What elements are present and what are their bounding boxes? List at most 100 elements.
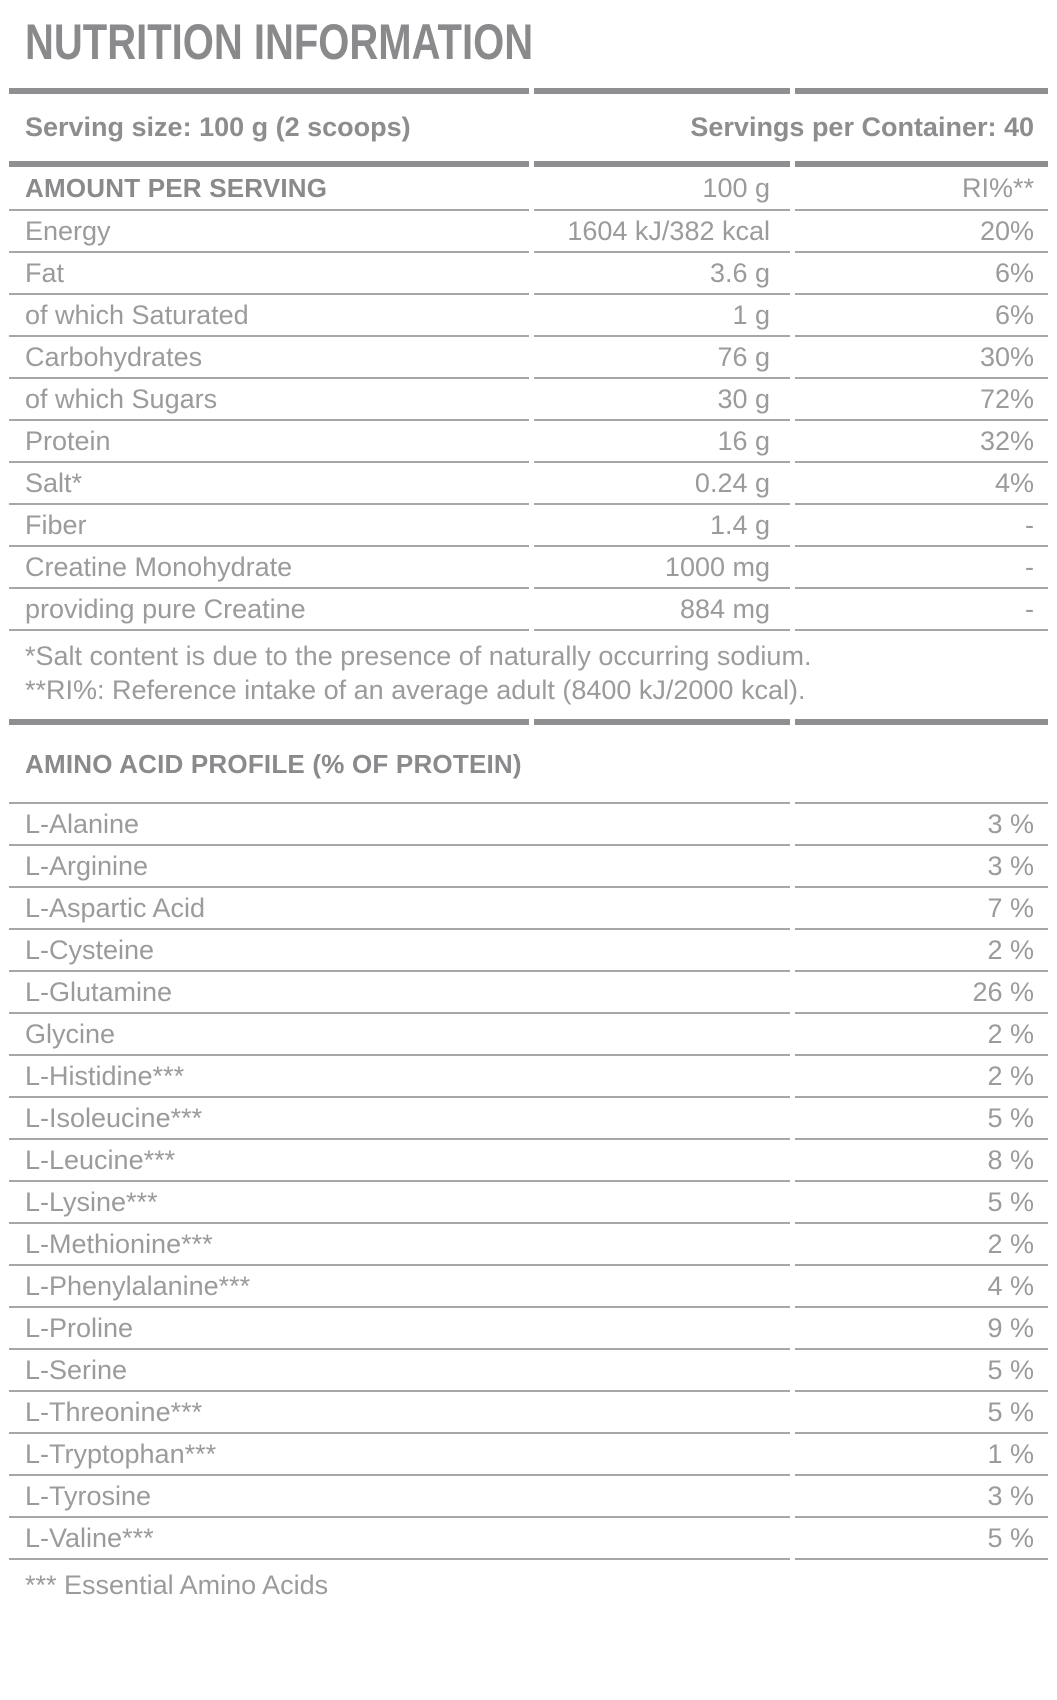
amino-acid-name: L-Histidine***	[9, 1056, 790, 1098]
amino-acid-row: L-Cysteine 2 %	[9, 930, 1048, 972]
ri-footnote: **RI%: Reference intake of an average ad…	[25, 675, 806, 705]
nutrient-ri: 6%	[795, 295, 1048, 337]
amino-acid-name: L-Alanine	[9, 804, 790, 846]
divider-thick-serving	[9, 161, 1048, 167]
amino-acid-row: L-Aspartic Acid 7 %	[9, 888, 1048, 930]
amino-acid-value: 5 %	[795, 1182, 1048, 1224]
nutrient-row: Fiber 1.4 g -	[9, 505, 1048, 547]
amino-acid-name: L-Leucine***	[9, 1140, 790, 1182]
nutrient-row: of which Sugars 30 g 72%	[9, 379, 1048, 421]
amino-acid-value: 3 %	[795, 846, 1048, 888]
amino-acid-value: 2 %	[795, 1056, 1048, 1098]
amino-acid-row: L-Proline 9 %	[9, 1308, 1048, 1350]
nutrient-name: of which Saturated	[9, 295, 529, 337]
amino-acid-value: 5 %	[795, 1350, 1048, 1392]
serving-size-text: Serving size: 100 g (2 scoops)	[25, 112, 411, 142]
amount-table-header-name: AMOUNT PER SERVING	[9, 167, 529, 211]
nutrient-ri: -	[795, 589, 1048, 631]
amount-table-header-row: AMOUNT PER SERVING 100 g RI%**	[9, 167, 1048, 211]
essential-amino-acids-footnote: *** Essential Amino Acids	[25, 1570, 329, 1600]
amino-acid-name: L-Proline	[9, 1308, 790, 1350]
nutrient-row: Energy 1604 kJ/382 kcal 20%	[9, 211, 1048, 253]
amino-acid-row: L-Leucine*** 8 %	[9, 1140, 1048, 1182]
amino-acid-name: L-Tyrosine	[9, 1476, 790, 1518]
nutrient-name: Salt*	[9, 463, 529, 505]
nutrient-ri: 4%	[795, 463, 1048, 505]
amino-acid-row: L-Glutamine 26 %	[9, 972, 1048, 1014]
amino-acid-name: L-Phenylalanine***	[9, 1266, 790, 1308]
amino-acid-value: 2 %	[795, 1224, 1048, 1266]
nutrient-name: Fiber	[9, 505, 529, 547]
amino-acid-row: L-Tyrosine 3 %	[9, 1476, 1048, 1518]
nutrient-ri: 6%	[795, 253, 1048, 295]
nutrient-row: Protein 16 g 32%	[9, 421, 1048, 463]
amino-acid-row: L-Phenylalanine*** 4 %	[9, 1266, 1048, 1308]
nutrient-ri: 20%	[795, 211, 1048, 253]
nutrient-amount: 1 g	[534, 295, 790, 337]
amino-acid-name: L-Threonine***	[9, 1392, 790, 1434]
amino-acid-value: 7 %	[795, 888, 1048, 930]
nutrient-row: Salt* 0.24 g 4%	[9, 463, 1048, 505]
amino-acid-row: L-Valine*** 5 %	[9, 1518, 1048, 1560]
amino-acid-value: 2 %	[795, 1014, 1048, 1056]
amount-per-serving-table: AMOUNT PER SERVING 100 g RI%** Energy 16…	[9, 167, 1048, 631]
amino-acid-table: L-Alanine 3 % L-Arginine 3 % L-Aspartic …	[9, 804, 1048, 1560]
amino-acid-name: L-Lysine***	[9, 1182, 790, 1224]
amino-acid-name: L-Isoleucine***	[9, 1098, 790, 1140]
nutrient-name: of which Sugars	[9, 379, 529, 421]
divider-thick-top	[9, 88, 1048, 94]
nutrient-amount: 16 g	[534, 421, 790, 463]
amino-acid-name: L-Aspartic Acid	[9, 888, 790, 930]
amount-table-body: Energy 1604 kJ/382 kcal 20% Fat 3.6 g 6%…	[9, 211, 1048, 631]
page-title: NUTRITION INFORMATION	[25, 14, 534, 70]
amino-acid-row: L-Tryptophan*** 1 %	[9, 1434, 1048, 1476]
nutrient-amount: 884 mg	[534, 589, 790, 631]
servings-per-container-text: Servings per Container: 40	[690, 112, 1034, 142]
amino-acid-value: 4 %	[795, 1266, 1048, 1308]
nutrient-ri: 32%	[795, 421, 1048, 463]
nutrient-amount: 30 g	[534, 379, 790, 421]
amino-acid-name: L-Arginine	[9, 846, 790, 888]
amount-table-header-ri: RI%**	[795, 167, 1048, 211]
nutrient-amount: 1.4 g	[534, 505, 790, 547]
nutrient-ri: -	[795, 547, 1048, 589]
amino-acid-value: 3 %	[795, 804, 1048, 846]
table-footnotes: *Salt content is due to the presence of …	[9, 631, 1048, 719]
nutrient-amount: 76 g	[534, 337, 790, 379]
nutrient-row: providing pure Creatine 884 mg -	[9, 589, 1048, 631]
amino-acid-name: L-Serine	[9, 1350, 790, 1392]
nutrient-name: Energy	[9, 211, 529, 253]
nutrient-ri: 30%	[795, 337, 1048, 379]
nutrient-name: Fat	[9, 253, 529, 295]
nutrient-row: of which Saturated 1 g 6%	[9, 295, 1048, 337]
amino-acid-value: 1 %	[795, 1434, 1048, 1476]
nutrient-row: Carbohydrates 76 g 30%	[9, 337, 1048, 379]
amino-acid-value: 5 %	[795, 1518, 1048, 1560]
amino-acid-row: L-Serine 5 %	[9, 1350, 1048, 1392]
amino-acid-row: L-Lysine*** 5 %	[9, 1182, 1048, 1224]
amino-acid-name: L-Tryptophan***	[9, 1434, 790, 1476]
nutrient-row: Creatine Monohydrate 1000 mg -	[9, 547, 1048, 589]
nutrient-name: providing pure Creatine	[9, 589, 529, 631]
nutrient-amount: 1604 kJ/382 kcal	[534, 211, 790, 253]
amino-acid-row: Glycine 2 %	[9, 1014, 1048, 1056]
amino-acid-name: L-Glutamine	[9, 972, 790, 1014]
amino-acid-value: 9 %	[795, 1308, 1048, 1350]
amino-acid-profile-heading: AMINO ACID PROFILE (% OF PROTEIN)	[25, 749, 522, 779]
salt-footnote: *Salt content is due to the presence of …	[25, 641, 812, 671]
serving-info-row: Serving size: 100 g (2 scoops) Servings …	[9, 94, 1048, 161]
amino-acid-value: 2 %	[795, 930, 1048, 972]
amino-acid-value: 8 %	[795, 1140, 1048, 1182]
amino-acid-name: L-Valine***	[9, 1518, 790, 1560]
amino-acid-row: L-Isoleucine*** 5 %	[9, 1098, 1048, 1140]
amino-acid-name: Glycine	[9, 1014, 790, 1056]
divider-thick-amino	[9, 719, 1048, 725]
nutrient-ri: -	[795, 505, 1048, 547]
nutrient-amount: 1000 mg	[534, 547, 790, 589]
nutrition-label: NUTRITION INFORMATION Serving size: 100 …	[0, 16, 1057, 1601]
amino-acid-value: 5 %	[795, 1098, 1048, 1140]
nutrient-name: Protein	[9, 421, 529, 463]
amino-acid-name: L-Cysteine	[9, 930, 790, 972]
nutrient-ri: 72%	[795, 379, 1048, 421]
nutrient-row: Fat 3.6 g 6%	[9, 253, 1048, 295]
